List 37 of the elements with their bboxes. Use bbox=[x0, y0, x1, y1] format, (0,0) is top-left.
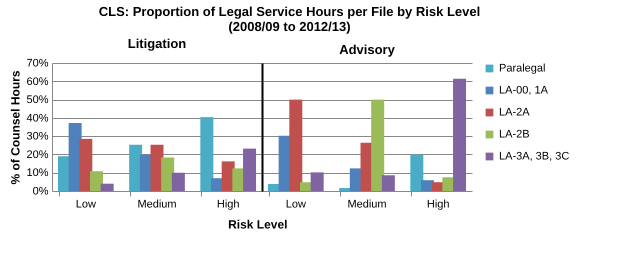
bar bbox=[200, 117, 214, 191]
text: CLS: Proportion of Legal Service Hours per File by Risk Level (2008/09 to 2012/13) bbox=[98, 4, 480, 34]
x-axis-title: Risk Level bbox=[228, 218, 288, 232]
legend-label: LA-3A, 3B, 3C bbox=[499, 150, 570, 162]
x-tick-label: High bbox=[216, 198, 240, 210]
bar bbox=[371, 100, 384, 191]
bar bbox=[172, 172, 185, 191]
legend-label: LA-2B bbox=[499, 128, 530, 140]
bar bbox=[90, 171, 103, 191]
x-tick-label: Medium bbox=[347, 198, 387, 210]
y-tick-label: 10% bbox=[26, 167, 49, 180]
x-tick-label: Medium bbox=[137, 198, 177, 210]
legend-label: LA-2A bbox=[499, 106, 530, 118]
bar bbox=[289, 100, 302, 191]
y-tick-label: 20% bbox=[26, 148, 49, 161]
bar bbox=[410, 154, 424, 191]
legend-label: Paralegal bbox=[499, 62, 546, 74]
x-tick-label: Low bbox=[76, 198, 96, 210]
bar bbox=[243, 148, 256, 191]
legend-label: LA-00, 1A bbox=[499, 84, 549, 96]
y-tick-label: 70% bbox=[26, 58, 49, 70]
bar bbox=[310, 172, 324, 191]
bar bbox=[382, 175, 395, 191]
x-tick-label: High bbox=[426, 198, 450, 210]
chart-subtitle: Litigation bbox=[128, 36, 186, 51]
y-tick-label: 50% bbox=[26, 94, 49, 106]
chart-subtitle: Advisory bbox=[339, 42, 396, 57]
bar bbox=[161, 158, 174, 191]
y-tick-label: 30% bbox=[26, 130, 49, 143]
x-tick-label: Low bbox=[286, 198, 306, 210]
y-tick-label: 60% bbox=[26, 76, 49, 88]
y-tick-label: 40% bbox=[26, 112, 49, 124]
y-axis-title: % of Counsel Hours bbox=[8, 70, 22, 185]
bar bbox=[79, 138, 92, 191]
y-tick-label: 0% bbox=[32, 186, 49, 198]
bar bbox=[453, 78, 466, 191]
bar bbox=[100, 184, 114, 191]
